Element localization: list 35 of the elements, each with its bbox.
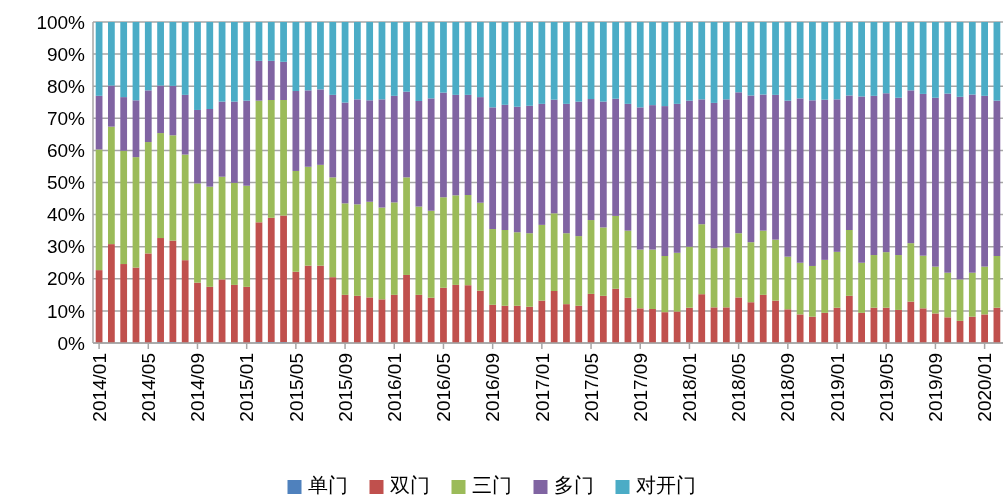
x-tick-label: 2019/05: [875, 353, 897, 422]
x-tick-label: 2020/01: [974, 353, 996, 422]
x-tick-label: 2016/05: [433, 353, 455, 422]
x-tick-label: 2017/09: [629, 353, 651, 422]
x-tick-label: 2017/05: [580, 353, 602, 422]
legend-label: 单门: [307, 474, 348, 496]
y-tick-label: 80%: [46, 75, 86, 97]
legend-label: 多门: [553, 474, 594, 496]
legend-label: 三门: [471, 474, 512, 496]
x-tick-label: 2018/09: [777, 353, 799, 422]
y-tick-label: 30%: [46, 236, 86, 258]
x-tick-label: 2018/05: [728, 353, 750, 422]
y-tick-label: 100%: [36, 11, 86, 33]
x-tick-label: 2016/01: [383, 353, 405, 422]
y-tick-label: 70%: [46, 107, 86, 129]
y-tick-label: 50%: [46, 172, 86, 194]
x-tick-label: 2019/01: [826, 353, 848, 422]
x-tick-label: 2019/09: [925, 353, 947, 422]
x-tick-label: 2015/01: [236, 353, 258, 422]
x-tick-label: 2014/01: [88, 353, 110, 422]
x-tick-label: 2014/09: [187, 353, 209, 422]
y-tick-label: 10%: [46, 300, 86, 322]
y-tick-label: 40%: [46, 204, 86, 226]
x-tick-label: 2018/01: [679, 353, 701, 422]
legend-label: 对开门: [635, 474, 696, 496]
x-tick-label: 2014/05: [137, 353, 159, 422]
legend-label: 双门: [389, 474, 430, 496]
x-tick-label: 2015/09: [334, 353, 356, 422]
y-tick-label: 0%: [57, 332, 86, 354]
x-tick-label: 2015/05: [285, 353, 307, 422]
y-tick-label: 90%: [46, 43, 86, 65]
x-tick-label: 2016/09: [482, 353, 504, 422]
x-tick-label: 2017/01: [531, 353, 553, 422]
y-tick-label: 20%: [46, 268, 86, 290]
y-tick-label: 60%: [46, 140, 86, 162]
